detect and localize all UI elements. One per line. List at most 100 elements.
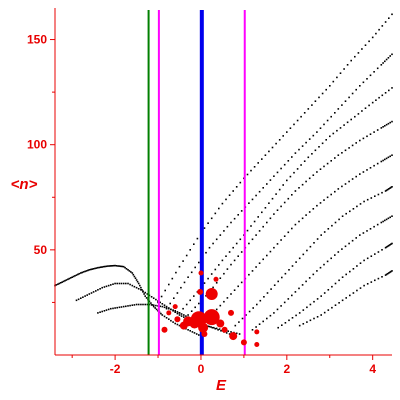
- band-point: [278, 139, 281, 141]
- band-point: [366, 78, 368, 80]
- band-point: [107, 265, 109, 267]
- band-point: [280, 305, 282, 307]
- band-point: [152, 305, 155, 308]
- band-point: [283, 201, 286, 204]
- band-point: [99, 311, 101, 313]
- x-tick-label: 2: [283, 362, 290, 376]
- band-point: [221, 259, 224, 262]
- band-point: [344, 149, 347, 152]
- band-point: [294, 190, 297, 192]
- band-point: [168, 283, 170, 286]
- band-point: [142, 290, 144, 292]
- band-point: [215, 327, 218, 330]
- band-point: [287, 231, 290, 234]
- band-point: [207, 277, 209, 280]
- band-point: [289, 127, 292, 129]
- band-point: [103, 310, 106, 312]
- band-point: [294, 291, 297, 293]
- band-point: [172, 309, 174, 311]
- band-point: [346, 64, 349, 66]
- band-point: [301, 217, 304, 220]
- band-point: [366, 283, 369, 285]
- band-point: [173, 297, 175, 299]
- band-point: [361, 48, 363, 50]
- band-point: [325, 88, 327, 91]
- band-point: [165, 307, 168, 310]
- band-point: [288, 319, 290, 322]
- band-point: [352, 208, 355, 210]
- band-point: [391, 53, 393, 56]
- band-point: [359, 234, 361, 236]
- band-point: [341, 248, 343, 250]
- band-point: [351, 92, 354, 95]
- band-point: [253, 166, 256, 168]
- band-point: [391, 242, 393, 245]
- band-point: [261, 211, 263, 214]
- band-point: [258, 323, 261, 325]
- band-point: [359, 173, 361, 175]
- band-point: [334, 254, 336, 256]
- band-point: [357, 113, 360, 115]
- band-point: [194, 306, 196, 309]
- band-point: [107, 284, 110, 287]
- band-point: [266, 254, 268, 257]
- band-point: [376, 67, 379, 70]
- band-point: [150, 302, 152, 304]
- band-point: [355, 88, 357, 91]
- band-point: [271, 197, 274, 200]
- band-point: [320, 314, 322, 316]
- band-point: [349, 270, 351, 273]
- band-point: [233, 259, 236, 262]
- band-point: [364, 44, 367, 46]
- band-point: [105, 309, 108, 311]
- band-point: [140, 286, 142, 289]
- band-point: [100, 266, 102, 268]
- band-point: [369, 133, 372, 135]
- band-point: [219, 277, 222, 279]
- band-point: [55, 284, 58, 286]
- band-point: [280, 239, 282, 241]
- band-point: [214, 327, 217, 330]
- band-point: [370, 197, 373, 199]
- band-point: [185, 254, 188, 257]
- band-point: [293, 171, 295, 174]
- band-point: [159, 305, 161, 308]
- band-point: [255, 266, 257, 268]
- band-point: [255, 234, 257, 236]
- band-point: [125, 282, 127, 285]
- band-point: [114, 282, 116, 285]
- band-point: [84, 295, 86, 297]
- band-point: [374, 253, 376, 255]
- band-point: [136, 280, 139, 283]
- band-point: [94, 267, 96, 270]
- band-point: [352, 292, 355, 294]
- band-point: [115, 265, 118, 267]
- band-point: [74, 275, 76, 277]
- band-point: [67, 278, 69, 281]
- band-point: [385, 246, 388, 248]
- band-point: [160, 295, 163, 298]
- band-point: [235, 186, 238, 188]
- band-point: [264, 207, 267, 209]
- band-point: [75, 274, 78, 276]
- band-point: [327, 228, 330, 230]
- band-point: [259, 299, 262, 302]
- band-point: [133, 304, 136, 306]
- band-point: [187, 329, 189, 331]
- band-point: [240, 281, 243, 284]
- band-point: [391, 120, 393, 123]
- band-point: [362, 232, 365, 234]
- band-point: [385, 123, 388, 126]
- band-point: [341, 152, 343, 154]
- band-point: [180, 313, 183, 315]
- band-point: [380, 64, 383, 66]
- band-point: [195, 333, 198, 335]
- band-point: [380, 127, 383, 129]
- band-point: [117, 265, 119, 267]
- band-point: [226, 268, 229, 270]
- band-point: [210, 326, 212, 328]
- band-point: [282, 135, 284, 137]
- band-point: [384, 125, 386, 127]
- band-point: [75, 299, 78, 302]
- band-point: [86, 294, 88, 296]
